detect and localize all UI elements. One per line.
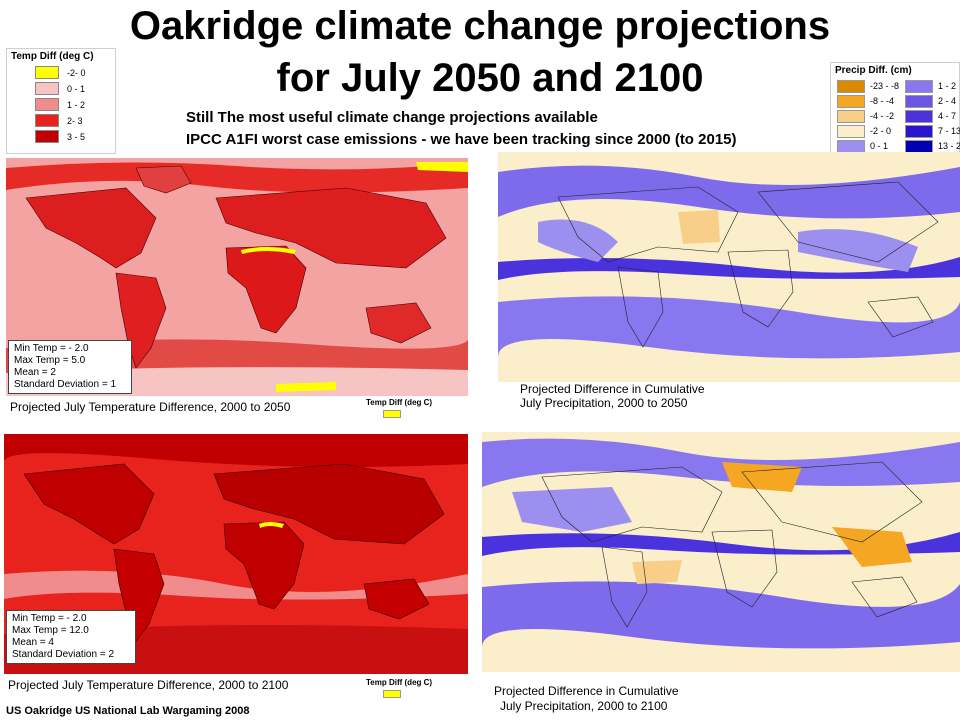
legend-label: 0 - 1 xyxy=(67,83,86,94)
caption-temperature-2100: Projected July Temperature Difference, 2… xyxy=(8,678,289,692)
precipitation-legend-title: Precip Diff. (cm) xyxy=(835,65,912,76)
legend-swatch xyxy=(35,130,59,143)
stat-min: Min Temp = - 2.0 xyxy=(12,613,87,624)
legend-label: 1 - 2 xyxy=(67,99,86,110)
mini-legend-label-2050: Temp Diff (deg C) xyxy=(366,398,433,407)
legend-swatch xyxy=(905,139,934,153)
precipitation-legend-item: -23 - -8 xyxy=(837,79,900,93)
stat-max: Max Temp = 12.0 xyxy=(12,625,89,636)
legend-label: 3 - 5 xyxy=(67,131,86,142)
legend-label: -23 - -8 xyxy=(870,81,900,91)
caption-temperature-2050: Projected July Temperature Difference, 2… xyxy=(10,400,291,414)
legend-swatch xyxy=(837,94,865,108)
legend-label: 13 - 28 xyxy=(938,141,960,151)
legend-label: -8 - -4 xyxy=(870,96,895,106)
precipitation-legend-item: 13 - 28 xyxy=(905,139,960,153)
legend-swatch xyxy=(35,82,59,95)
caption-precipitation-2050-line-2: July Precipitation, 2000 to 2050 xyxy=(520,396,688,410)
temperature-legend-item: -2- 0 xyxy=(35,66,115,79)
temperature-legend-item: 2- 3 xyxy=(35,114,115,127)
precipitation-map-2050-graphic xyxy=(498,152,960,382)
stat-mean: Mean = 4 xyxy=(12,637,54,648)
mini-legend-swatch-2050 xyxy=(383,410,401,418)
legend-swatch xyxy=(837,109,865,123)
legend-swatch xyxy=(35,98,59,111)
stat-std: Standard Deviation = 2 xyxy=(12,649,115,660)
caption-precipitation-2050-line-1: Projected Difference in Cumulative xyxy=(520,382,705,396)
legend-swatch xyxy=(905,94,934,108)
precipitation-legend-item: 1 - 2 xyxy=(905,79,960,93)
stat-min: Min Temp = - 2.0 xyxy=(14,343,89,354)
mini-legend-swatch-2100 xyxy=(383,690,401,698)
legend-swatch xyxy=(837,79,865,93)
precipitation-legend: Precip Diff. (cm) -23 - -8 1 - 2 -8 - -4 2 … xyxy=(830,62,960,160)
precipitation-legend-item: 4 - 7 xyxy=(905,109,960,123)
precipitation-legend-item: 7 - 13 xyxy=(905,124,960,138)
legend-label: 4 - 7 xyxy=(938,111,957,121)
legend-label: -4 - -2 xyxy=(870,111,895,121)
temperature-legend-item: 1 - 2 xyxy=(35,98,115,111)
precipitation-map-2050 xyxy=(498,152,960,382)
legend-label: 0 - 1 xyxy=(870,141,889,151)
mini-legend-label-2100: Temp Diff (deg C) xyxy=(366,678,433,687)
legend-label: 1 - 2 xyxy=(938,81,957,91)
stat-mean: Mean = 2 xyxy=(14,367,56,378)
caption-precipitation-2100-line-1: Projected Difference in Cumulative xyxy=(494,684,679,698)
temperature-legend: Temp Diff (deg C) -2- 0 0 - 1 1 - 2 2- 3 3 -… xyxy=(6,48,116,154)
precipitation-map-2100-graphic xyxy=(482,432,960,672)
subtitle-line-2: IPCC A1FI worst case emissions - we have… xyxy=(186,131,737,148)
legend-swatch xyxy=(905,109,934,123)
legend-swatch xyxy=(905,124,934,138)
stat-std: Standard Deviation = 1 xyxy=(14,379,117,390)
caption-precipitation-2100-line-2: July Precipitation, 2000 to 2100 xyxy=(500,699,668,713)
precipitation-legend-item: -8 - -4 xyxy=(837,94,899,108)
legend-label: 7 - 13 xyxy=(938,126,960,136)
title-line-2: for July 2050 and 2100 xyxy=(276,56,704,100)
legend-label: -2 - 0 xyxy=(870,126,892,136)
precipitation-map-2100 xyxy=(482,432,960,672)
stat-max: Max Temp = 5.0 xyxy=(14,355,86,366)
temperature-legend-title: Temp Diff (deg C) xyxy=(11,51,94,62)
stats-box-2050: Min Temp = - 2.0 Max Temp = 5.0 Mean = 2… xyxy=(8,340,132,394)
legend-swatch xyxy=(837,139,865,153)
title-line-1: Oakridge climate change projections xyxy=(129,4,831,48)
temperature-legend-item: 3 - 5 xyxy=(35,130,115,143)
legend-swatch xyxy=(35,66,59,79)
legend-label: 2- 3 xyxy=(67,115,83,126)
precipitation-legend-item: 2 - 4 xyxy=(905,94,960,108)
precipitation-legend-item: -4 - -2 xyxy=(837,109,899,123)
legend-swatch xyxy=(35,114,59,127)
stats-box-2100: Min Temp = - 2.0 Max Temp = 12.0 Mean = … xyxy=(6,610,136,664)
precipitation-legend-item: 0 - 1 xyxy=(837,139,899,153)
footer-credit: US Oakridge US National Lab Wargaming 20… xyxy=(6,705,250,717)
legend-label: -2- 0 xyxy=(67,67,86,78)
legend-swatch xyxy=(905,79,934,93)
subtitle-line-1: Still The most useful climate change pro… xyxy=(186,109,598,126)
legend-swatch xyxy=(837,124,865,138)
precipitation-legend-item: -2 - 0 xyxy=(837,124,899,138)
temperature-legend-item: 0 - 1 xyxy=(35,82,115,95)
legend-label: 2 - 4 xyxy=(938,96,957,106)
